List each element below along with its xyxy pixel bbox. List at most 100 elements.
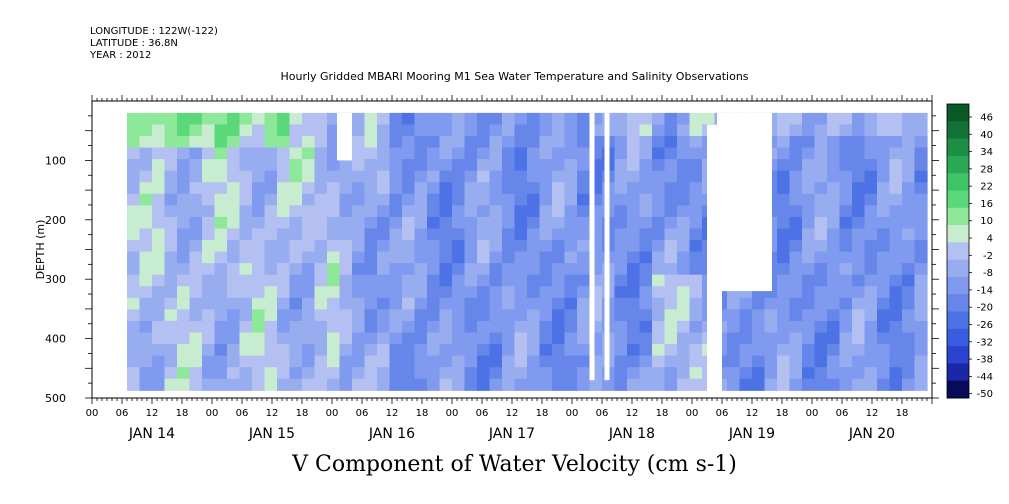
heatmap-cell: [902, 182, 916, 195]
heatmap-cell: [377, 378, 391, 391]
heatmap-cell: [202, 159, 216, 172]
heatmap-cell: [514, 378, 528, 391]
heatmap-cell: [152, 297, 166, 310]
heatmap-cell: [389, 378, 403, 391]
heatmap-cell: [314, 332, 328, 345]
heatmap-cell: [202, 332, 216, 345]
heatmap-cell: [289, 286, 303, 299]
heatmap-cell: [514, 320, 528, 334]
heatmap-cell: [677, 147, 691, 160]
heatmap-cell: [689, 124, 703, 137]
heatmap-cell: [314, 320, 328, 334]
heatmap-cell: [439, 378, 453, 391]
heatmap-cell: [614, 263, 628, 276]
heatmap-cell: [389, 286, 403, 299]
heatmap-cell: [514, 344, 528, 357]
heatmap-cell: [239, 182, 253, 195]
heatmap-cell: [852, 193, 866, 206]
heatmap-cell: [364, 135, 378, 149]
heatmap-cell: [239, 147, 253, 160]
heatmap-cell: [264, 216, 278, 230]
heatmap-cell: [289, 135, 303, 149]
heatmap-cell: [414, 309, 428, 322]
heatmap-cell: [227, 367, 241, 380]
heatmap-cell: [439, 112, 453, 126]
heatmap-cell: [277, 170, 291, 183]
heatmap-cell: [164, 263, 178, 276]
heatmap-cell: [252, 274, 266, 287]
heatmap-cell: [202, 228, 216, 241]
heatmap-cell: [439, 124, 453, 137]
heatmap-cell: [364, 367, 378, 380]
heatmap-cell: [339, 297, 353, 310]
heatmap-cell: [414, 297, 428, 310]
heatmap-cell: [489, 228, 503, 241]
heatmap-cell: [739, 332, 753, 345]
heatmap-cell: [289, 378, 303, 391]
heatmap-cell: [877, 182, 891, 195]
heatmap-cell: [539, 355, 553, 368]
heatmap-cell: [427, 367, 441, 380]
x-hour-label: 18: [896, 408, 909, 419]
heatmap-cell: [677, 240, 691, 253]
heatmap-cell: [864, 135, 878, 149]
heatmap-cell: [227, 193, 241, 206]
heatmap-cell: [189, 263, 203, 276]
heatmap-cell: [452, 112, 466, 126]
heatmap-cell: [139, 263, 153, 276]
heatmap-cell: [327, 193, 341, 206]
heatmap-cell: [302, 286, 316, 299]
heatmap-cell: [627, 309, 641, 322]
heatmap-cell: [414, 170, 428, 183]
heatmap-cell: [464, 112, 478, 126]
heatmap-cell: [627, 240, 641, 253]
heatmap-cell: [464, 309, 478, 322]
heatmap-cell: [652, 216, 666, 230]
heatmap-cell: [427, 309, 441, 322]
heatmap-cell: [577, 355, 591, 368]
heatmap-cell: [839, 124, 853, 137]
heatmap-cell: [764, 367, 778, 380]
heatmap-cell: [377, 205, 391, 218]
heatmap-cell: [614, 193, 628, 206]
heatmap-cell: [627, 297, 641, 310]
heatmap-cell: [789, 112, 803, 126]
heatmap-cell: [552, 240, 566, 253]
heatmap-cell: [914, 367, 928, 380]
colorbar-label: 4: [987, 234, 993, 245]
heatmap-cell: [402, 297, 416, 310]
heatmap-cell: [402, 112, 416, 126]
heatmap-cell: [164, 216, 178, 230]
heatmap-cell: [789, 320, 803, 334]
heatmap-cell: [627, 228, 641, 241]
heatmap-cell: [464, 251, 478, 264]
heatmap-cell: [139, 332, 153, 345]
heatmap-cell: [427, 332, 441, 345]
heatmap-cell: [527, 147, 541, 160]
heatmap-cell: [339, 332, 353, 345]
x-hour-label: 06: [716, 408, 729, 419]
heatmap-cell: [614, 147, 628, 160]
heatmap-cell: [777, 355, 791, 368]
heatmap-cell: [914, 228, 928, 241]
heatmap-cell: [477, 216, 491, 230]
heatmap-cell: [527, 170, 541, 183]
heatmap-cell: [664, 135, 678, 149]
heatmap-cell: [539, 112, 553, 126]
heatmap-cell: [814, 159, 828, 172]
heatmap-cell: [452, 182, 466, 195]
colorbar-swatch: [947, 311, 969, 330]
heatmap-cell: [914, 286, 928, 299]
heatmap-cell: [652, 193, 666, 206]
heatmap-cell: [527, 112, 541, 126]
heatmap-cell: [564, 297, 578, 310]
heatmap-cell: [664, 263, 678, 276]
heatmap-cell: [502, 297, 516, 310]
x-day-label: JAN 20: [848, 426, 895, 442]
heatmap-cell: [464, 344, 478, 357]
heatmap-cell: [852, 182, 866, 195]
heatmap-cell: [864, 240, 878, 253]
heatmap-cell: [802, 182, 816, 195]
heatmap-cell: [877, 286, 891, 299]
heatmap-cell: [777, 159, 791, 172]
